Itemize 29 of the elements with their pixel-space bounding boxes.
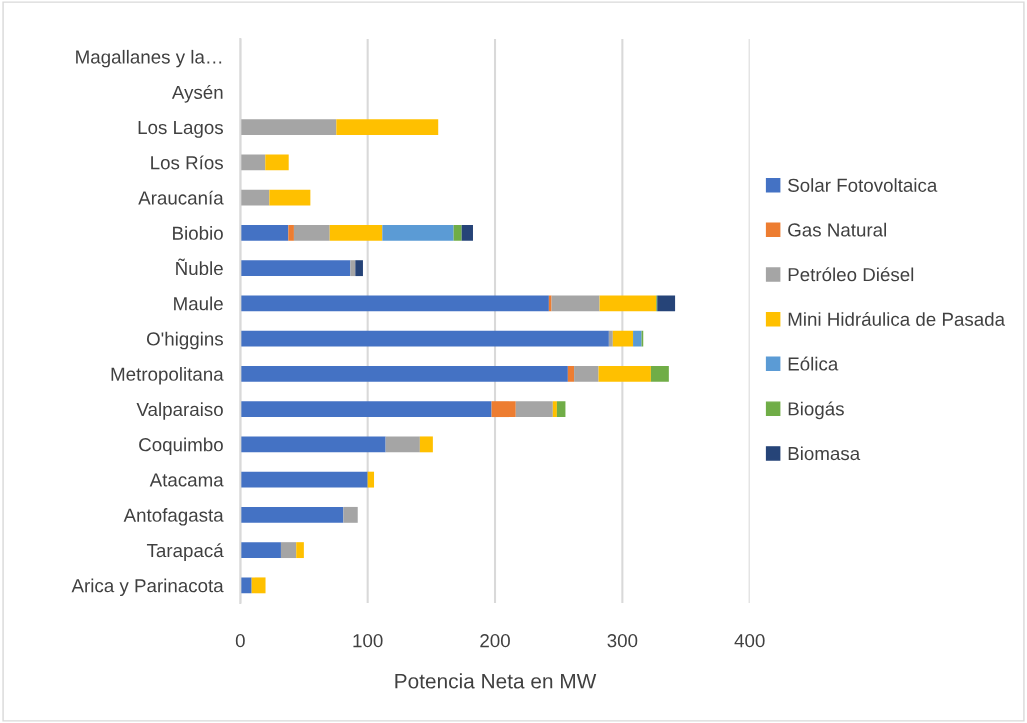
y-tick-label: Coquimbo: [139, 437, 223, 456]
y-tick-label: Atacama: [149, 473, 224, 487]
y-tick-label: Valparaiso: [136, 402, 223, 420]
y-tick-label: Biobio: [173, 226, 223, 240]
legend-label: Mini Hidráulica de Pasada: [788, 311, 1006, 326]
legend-label: Eólica: [788, 356, 839, 371]
y-tick-label: Araucanía: [138, 190, 224, 205]
x-tick-label: 100: [353, 634, 383, 648]
legend-label: Biogás: [788, 401, 844, 420]
legend-label: Gas Natural: [788, 222, 886, 237]
legend-label: Solar Fotovoltaica: [788, 178, 938, 192]
y-tick-label: Metropolitana: [111, 367, 224, 385]
x-tick-label: 200: [480, 634, 510, 648]
y-tick-label: Aysén: [171, 85, 223, 103]
legend-label: Petróleo Diésel: [788, 267, 914, 282]
y-tick-label: O'higgins: [146, 331, 223, 350]
y-tick-label: Antofagasta: [123, 508, 224, 526]
x-tick-label: 300: [607, 634, 638, 648]
y-tick-label: Magallanes y la…: [76, 49, 222, 68]
y-tick-label: Los Ríos: [151, 155, 223, 170]
y-tick-label: Tarapacá: [146, 543, 224, 561]
x-axis-title: Potencia Neta en MW: [395, 673, 597, 689]
x-tick-label: 400: [734, 634, 765, 648]
y-tick-label: Ñuble: [176, 258, 223, 276]
y-tick-label: Arica y Parinacota: [71, 578, 224, 597]
legend-label: Biomasa: [788, 446, 861, 461]
x-tick-label: 0: [235, 634, 245, 648]
y-tick-label: Maule: [174, 296, 223, 311]
y-tick-label: Los Lagos: [138, 121, 223, 138]
